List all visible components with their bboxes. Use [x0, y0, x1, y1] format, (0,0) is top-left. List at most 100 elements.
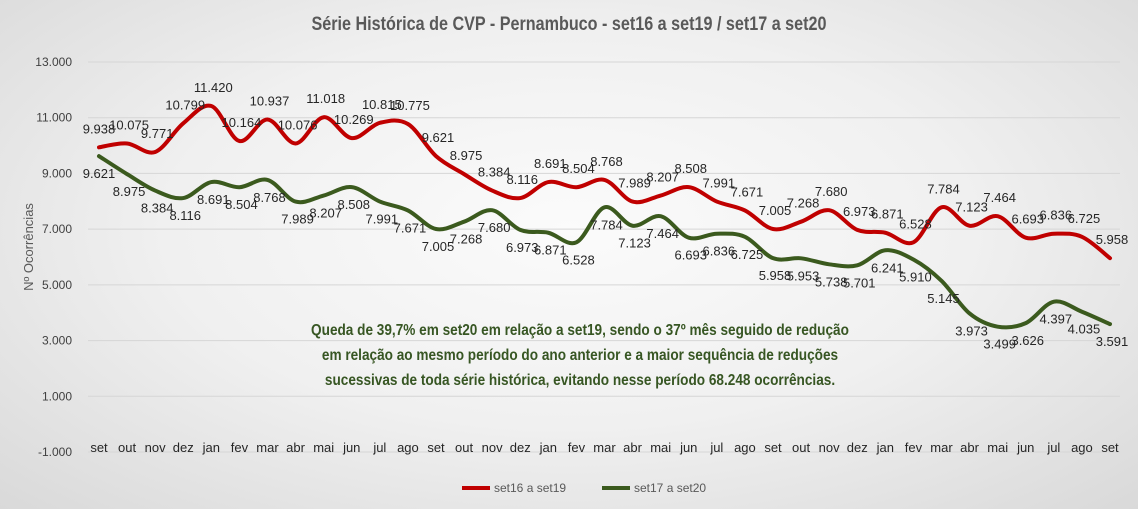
data-label: 7.005 — [759, 203, 792, 218]
data-label: 5.145 — [927, 291, 960, 306]
data-label: 8.508 — [337, 197, 370, 212]
data-label: 10.269 — [334, 112, 374, 127]
data-label: 6.693 — [674, 248, 707, 263]
data-label: 8.504 — [225, 197, 258, 212]
data-label: 10.799 — [165, 97, 205, 112]
series-line-2 — [97, 154, 1112, 330]
data-label: 5.738 — [815, 274, 848, 289]
data-label: 6.693 — [1011, 212, 1044, 227]
data-label: 8.691 — [197, 192, 230, 207]
x-tick-label: out — [792, 440, 810, 455]
data-label: 7.464 — [646, 226, 679, 241]
data-label: 6.973 — [843, 204, 876, 219]
data-label: 7.991 — [703, 176, 736, 191]
data-label: 7.991 — [366, 212, 399, 227]
x-tick-label: set — [90, 440, 108, 455]
data-label: 5.953 — [787, 268, 820, 283]
data-label: 6.871 — [534, 243, 567, 258]
x-tick-label: mai — [650, 440, 671, 455]
x-tick-label: nov — [482, 440, 503, 455]
data-label: 6.973 — [506, 240, 539, 255]
y-tick-label: 3.000 — [42, 334, 72, 348]
x-tick-label: set — [427, 440, 445, 455]
data-label: 8.207 — [646, 170, 679, 185]
x-tick-label: dez — [510, 440, 531, 455]
data-label: 7.784 — [927, 181, 960, 196]
data-label: 11.420 — [194, 80, 233, 95]
y-tick-label: 7.000 — [42, 222, 72, 236]
data-label: 6.725 — [731, 247, 764, 262]
x-tick-label: jul — [1046, 440, 1060, 455]
data-label: 6.725 — [1068, 211, 1101, 226]
data-label: 6.528 — [899, 216, 932, 231]
data-label: 8.691 — [534, 156, 567, 171]
x-tick-label: ago — [1071, 440, 1093, 455]
data-label: 7.671 — [394, 220, 427, 235]
x-tick-label: jan — [202, 440, 220, 455]
chart-title: Série Histórica de CVP - Pernambuco - se… — [311, 14, 827, 35]
data-label: 5.701 — [843, 275, 876, 290]
x-tick-label: jun — [679, 440, 697, 455]
x-tick-label: mar — [593, 440, 616, 455]
data-label: 11.018 — [306, 91, 345, 106]
data-label: 7.989 — [618, 176, 651, 191]
x-tick-label: abr — [286, 440, 305, 455]
data-label: 7.123 — [618, 236, 651, 251]
data-label: 8.975 — [113, 184, 146, 199]
data-label: 7.123 — [955, 200, 988, 215]
data-label: 6.528 — [562, 252, 595, 267]
y-tick-label: 11.000 — [36, 111, 72, 125]
x-tick-label: out — [455, 440, 473, 455]
data-label: 8.768 — [590, 154, 623, 169]
data-label: 5.958 — [759, 268, 792, 283]
x-tick-label: jul — [709, 440, 723, 455]
x-tick-label: jun — [1016, 440, 1034, 455]
data-label: 10.075 — [109, 117, 149, 132]
data-label: 5.958 — [1096, 232, 1129, 247]
data-label: 6.871 — [871, 207, 904, 222]
legend-label: set16 a set19 — [494, 481, 566, 495]
data-label: 10.775 — [390, 98, 430, 113]
x-tick-label: jan — [539, 440, 557, 455]
x-tick-label: abr — [960, 440, 979, 455]
data-label: 10.076 — [278, 117, 318, 132]
x-tick-label: abr — [623, 440, 642, 455]
data-label: 8.384 — [141, 201, 174, 216]
data-label: 9.771 — [141, 126, 174, 141]
data-label: 5.910 — [899, 270, 932, 285]
data-label: 10.815 — [362, 97, 402, 112]
data-label: 10.937 — [250, 93, 290, 108]
y-tick-label: 1.000 — [42, 389, 72, 403]
data-label: 8.116 — [169, 208, 201, 223]
data-label: 8.975 — [450, 148, 483, 163]
x-tick-label: fev — [905, 440, 923, 455]
y-tick-label: 9.000 — [42, 166, 72, 180]
x-tick-label: mai — [313, 440, 334, 455]
x-tick-label: dez — [847, 440, 868, 455]
data-label: 7.784 — [590, 217, 623, 232]
data-label: 3.626 — [1011, 333, 1044, 348]
x-tick-label: fev — [568, 440, 586, 455]
data-label: 7.680 — [478, 220, 511, 235]
x-tick-label: dez — [173, 440, 194, 455]
legend-label: set17 a set20 — [634, 481, 706, 495]
data-label: 8.504 — [562, 161, 595, 176]
data-label: 6.241 — [871, 260, 904, 275]
series-line-1 — [97, 103, 1112, 261]
data-label: 6.836 — [1040, 208, 1073, 223]
y-tick-label: 5.000 — [42, 278, 72, 292]
y-tick-label: -1.000 — [38, 445, 72, 459]
x-tick-label: nov — [145, 440, 166, 455]
data-label: 10.164 — [222, 115, 262, 130]
data-label: 8.768 — [253, 190, 286, 205]
annotation-text: Queda de 39,7% em set20 em relação a set… — [311, 322, 849, 389]
x-tick-label: mai — [987, 440, 1008, 455]
data-label: 8.384 — [478, 165, 511, 180]
data-label: 4.397 — [1040, 312, 1073, 327]
data-label: 3.499 — [983, 337, 1016, 352]
x-tick-label: set — [1101, 440, 1119, 455]
x-tick-label: ago — [397, 440, 419, 455]
data-label: 4.035 — [1068, 322, 1101, 337]
